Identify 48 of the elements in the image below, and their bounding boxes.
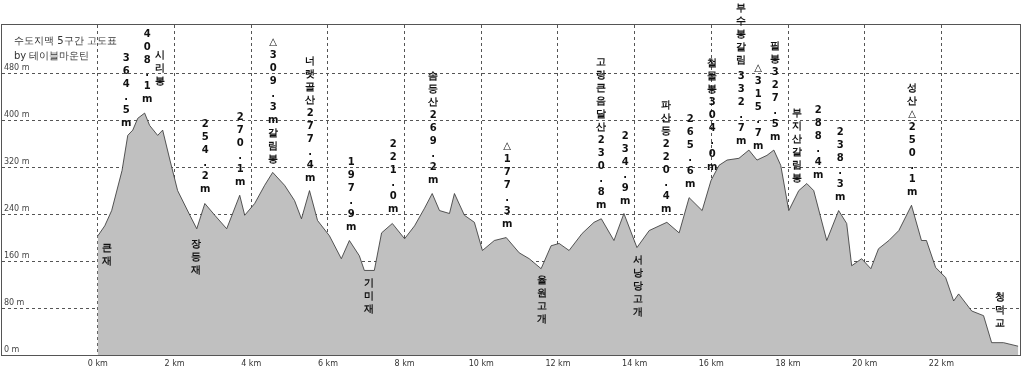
annotation: 필봉327.5m — [770, 40, 781, 142]
y-tick-label: 320 m — [3, 157, 30, 167]
annotation: 율원고개 — [537, 274, 547, 324]
y-tick-label: 80 m — [3, 298, 25, 308]
text: 고랑큰음달산230.8m — [596, 56, 607, 210]
annotation: 221.0m — [388, 138, 399, 214]
y-tick-label: 400 m — [3, 110, 30, 120]
x-tick-label: 12 km — [545, 358, 571, 368]
annotation: 청덕교 — [995, 291, 1005, 328]
text: 수도지맥 5구간 고도표 — [14, 35, 117, 46]
x-tick-label: 16 km — [698, 358, 725, 368]
annotation: 부수봉갈림 — [736, 2, 746, 65]
x-tick-label: 0 km — [87, 358, 109, 368]
annotation: 큰재 — [101, 242, 112, 266]
x-tick-label: 18 km — [775, 358, 801, 368]
x-tick-label: 4 km — [241, 358, 262, 368]
annotation: 부지산갈림봉 — [792, 107, 802, 183]
text: 너랫골산277.4m — [305, 55, 316, 183]
text: 철물봉304.0m — [707, 57, 718, 172]
annotation: 서낭당고개 — [633, 254, 643, 317]
annotation: 332.7m — [736, 70, 747, 146]
annotation: 시리봉 — [155, 49, 165, 86]
text: by 테이블마운틴 — [14, 50, 90, 61]
y-tick-label: 160 m — [3, 251, 30, 261]
annotation: 408.1m — [142, 28, 153, 104]
y-tick-label: 240 m — [3, 204, 30, 214]
x-tick-label: 8 km — [394, 358, 415, 368]
annotation: 288.4m — [813, 104, 824, 180]
text: 성산△250.1m — [907, 82, 918, 197]
annotation: 254.2m — [200, 118, 211, 194]
annotation: 기미재 — [363, 277, 374, 314]
annotation: 265.6m — [685, 113, 696, 189]
x-tick-label: 10 km — [468, 358, 495, 368]
annotation: 197.9m — [346, 156, 357, 232]
y-tick-label: 480 m — [3, 63, 30, 73]
x-tick-label: 22 km — [928, 358, 955, 368]
annotation: △315.7m — [753, 62, 764, 151]
annotation: △177.3m — [502, 140, 513, 229]
annotation: 238.3m — [835, 126, 846, 202]
y-tick-label: 0 m — [3, 345, 20, 355]
x-tick-label: 2 km — [164, 358, 185, 368]
text: △309.3m갈림봉 — [268, 36, 279, 164]
x-tick-label: 6 km — [317, 358, 339, 368]
x-tick-label: 14 km — [622, 358, 648, 368]
annotation: 270.1m — [235, 111, 246, 187]
annotation: 234.9m — [620, 130, 631, 206]
x-tick-label: 20 km — [852, 358, 878, 368]
annotation: 장등재 — [190, 238, 201, 275]
